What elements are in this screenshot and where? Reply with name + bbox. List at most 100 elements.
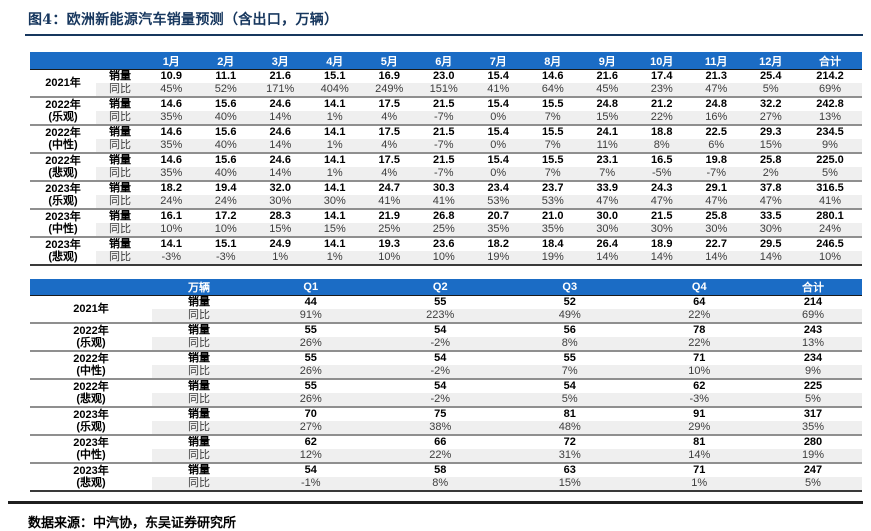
sales-value: 14.6 <box>160 126 182 138</box>
sales-value: 15.4 <box>487 98 509 110</box>
sales-value: 23.1 <box>596 154 618 166</box>
sales-value: 15.6 <box>215 154 237 166</box>
sales-value: 54 <box>304 464 317 476</box>
sales-row: 2021年 销量 44 55 52 64 214 <box>30 295 862 323</box>
yoy-value: -2% <box>375 393 505 407</box>
year-label: 2021年 <box>30 295 152 323</box>
sales-value: 19.4 <box>215 182 237 194</box>
yoy-value: 7% <box>580 167 635 181</box>
sales-value: 225 <box>803 380 823 392</box>
yoy-value: 41% <box>362 195 417 209</box>
year-label: 2022年 (中性) <box>30 125 96 153</box>
sales-value: 55 <box>304 380 317 392</box>
sales-value: 44 <box>304 296 317 308</box>
yoy-value: 8% <box>634 139 689 153</box>
yoy-value: -2% <box>375 365 505 379</box>
sales-value: 15.6 <box>215 98 237 110</box>
yoy-value: 47% <box>580 195 635 209</box>
header-column-label: 11月 <box>689 52 744 70</box>
yoy-value: 15% <box>307 223 362 237</box>
yoy-value: 45% <box>580 83 635 97</box>
yoy-value: 26% <box>246 365 376 379</box>
sales-value: 25.8 <box>760 154 782 166</box>
sales-value: 21.0 <box>542 210 564 222</box>
yoy-value: 40% <box>198 139 253 153</box>
sales-value: 18.2 <box>160 182 182 194</box>
yoy-value: 15% <box>743 139 798 153</box>
yoy-value: 22% <box>634 337 764 351</box>
sales-value: 14.1 <box>324 154 346 166</box>
yoy-value: 69% <box>764 309 862 323</box>
yoy-value: 5% <box>764 477 862 491</box>
sales-row: 2022年 (悲观) 销量 55 54 54 62 225 <box>30 379 862 407</box>
yoy-value: 24% <box>144 195 199 209</box>
yoy-value: 7% <box>525 111 580 125</box>
sales-value: 21.6 <box>269 70 291 82</box>
header-column-label: 合计 <box>798 52 862 70</box>
table-body: 2021年 销量 44 55 52 64 214 同比 91% 223% 49% 22% 69% 2022… <box>30 295 862 491</box>
metric-label-yoy: 同比 <box>96 111 144 125</box>
sales-row: 2023年 (中性) 销量 62 66 72 81 280 <box>30 435 862 463</box>
sales-value: 18.2 <box>487 238 509 250</box>
yoy-value: 10% <box>634 365 764 379</box>
sales-value: 16.5 <box>651 154 673 166</box>
yoy-value: 1% <box>307 139 362 153</box>
sales-value: 242.8 <box>816 98 844 110</box>
sales-value: 25.4 <box>760 70 782 82</box>
sales-value: 14.1 <box>324 126 346 138</box>
sales-value: 24.6 <box>269 126 291 138</box>
yoy-value: 5% <box>743 83 798 97</box>
metric-label-yoy: 同比 <box>96 167 144 181</box>
yoy-value: 24% <box>198 195 253 209</box>
yoy-row: 同比 24% 24% 30% 30% 41% 41% 53% 53% 47% 47% 47% 47% 41… <box>30 195 862 209</box>
sales-value: 22.7 <box>705 238 727 250</box>
header-row: 1月 2月 3月 4月 5月 6月 7月 8月 9月 10月 11月 12月 合计 <box>30 52 862 70</box>
sales-value: 55 <box>304 352 317 364</box>
metric-label-sales: 销量 <box>109 70 131 82</box>
sales-value: 24.6 <box>269 154 291 166</box>
sales-value: 17.5 <box>378 98 400 110</box>
sales-value: 14.1 <box>160 238 182 250</box>
metric-label-sales: 销量 <box>188 380 210 392</box>
sales-row: 2022年 (乐观) 销量 14.6 15.6 24.6 14.1 17.5 21.5 15.4 1… <box>30 97 862 125</box>
metric-label-sales: 销量 <box>188 464 210 476</box>
year-label: 2022年 (中性) <box>30 351 152 379</box>
yoy-row: 同比 -1% 8% 15% 1% 5% <box>30 477 862 491</box>
header-column-label: 合计 <box>764 279 862 296</box>
header-column-label: 6月 <box>416 52 471 70</box>
yoy-value: 24% <box>798 223 862 237</box>
sales-value: 30.3 <box>433 182 455 194</box>
yoy-value: 35% <box>471 223 526 237</box>
sales-value: 18.8 <box>651 126 673 138</box>
sales-value: 234.5 <box>816 126 844 138</box>
yoy-value: 19% <box>764 449 862 463</box>
sales-value: 29.1 <box>705 182 727 194</box>
yoy-value: 223% <box>375 309 505 323</box>
metric-label-sales: 销量 <box>109 154 131 166</box>
sales-value: 15.1 <box>215 238 237 250</box>
title-divider <box>25 34 863 36</box>
sales-value: 16.9 <box>378 70 400 82</box>
sales-value: 15.5 <box>542 98 564 110</box>
quarterly-forecast-table: 万辆 Q1 Q2 Q3 Q4 合计 2021年 销量 44 55 52 64 214 同比 91% 223% 4… <box>30 279 862 492</box>
yoy-value: 35% <box>764 421 862 435</box>
sales-value: 21.3 <box>705 70 727 82</box>
yoy-value: 23% <box>634 83 689 97</box>
data-source: 数据来源：中汽协，东吴证券研究所 <box>28 516 237 531</box>
sales-value: 71 <box>693 464 706 476</box>
metric-label-yoy: 同比 <box>152 337 246 351</box>
yoy-value: -3% <box>144 251 199 265</box>
year-label: 2021年 <box>30 69 96 97</box>
yoy-value: -7% <box>416 167 471 181</box>
sales-value: 22.5 <box>705 126 727 138</box>
sales-value: 26.8 <box>433 210 455 222</box>
metric-label-sales: 销量 <box>109 182 131 194</box>
yoy-value: 8% <box>505 337 635 351</box>
yoy-value: 30% <box>689 223 744 237</box>
sales-value: 21.2 <box>651 98 673 110</box>
sales-value: 24.7 <box>378 182 400 194</box>
yoy-value: 10% <box>416 251 471 265</box>
yoy-value: 7% <box>525 167 580 181</box>
yoy-value: 14% <box>253 139 308 153</box>
yoy-value: 5% <box>764 393 862 407</box>
